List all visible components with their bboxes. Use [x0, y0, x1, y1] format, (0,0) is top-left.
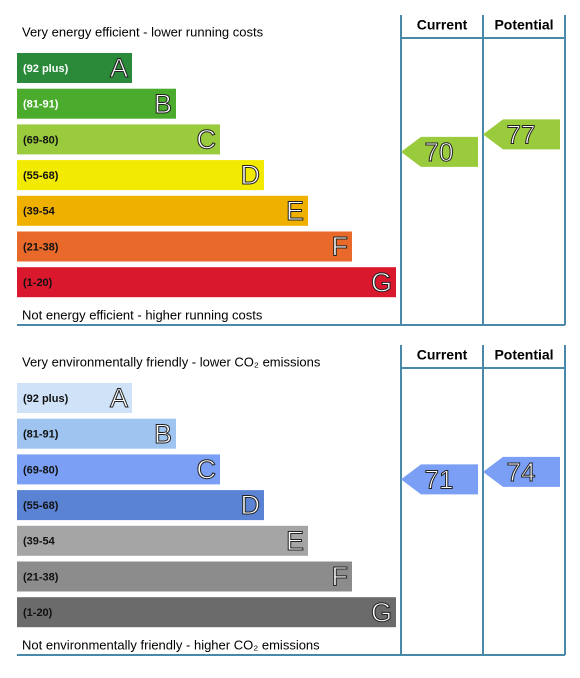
band-range: (55-68) [23, 500, 59, 512]
band [17, 597, 396, 628]
band [17, 195, 308, 226]
band [17, 267, 396, 298]
band [17, 383, 132, 413]
band-range: (1-20) [23, 277, 53, 289]
column-header: Current [417, 17, 468, 33]
band-letter: E [286, 526, 304, 556]
band-range: (69-80) [23, 464, 59, 476]
band-range: (81-91) [23, 99, 59, 111]
bottom-caption: Not environmentally friendly - higher CO… [22, 637, 320, 652]
column-header: Potential [494, 347, 553, 363]
rating-arrow [483, 119, 560, 150]
band-range: (92 plus) [23, 393, 69, 405]
band-range: (21-38) [23, 571, 59, 583]
band-letter: F [332, 232, 349, 262]
band [17, 160, 264, 191]
band-range: (55-68) [23, 170, 59, 182]
top-caption: Very environmentally friendly - lower CO… [22, 354, 321, 369]
column-header: Potential [494, 17, 553, 33]
band-letter: G [371, 597, 392, 627]
band-range: (39-54 [23, 206, 56, 218]
band [17, 88, 176, 119]
band [17, 454, 220, 485]
band-range: (92 plus) [23, 63, 69, 75]
band-letter: C [197, 455, 217, 485]
band [17, 231, 352, 262]
band-letter: D [241, 490, 261, 520]
rating-arrow [401, 136, 478, 167]
band [17, 490, 264, 521]
band-range: (1-20) [23, 607, 53, 619]
band [17, 124, 220, 155]
band [17, 53, 132, 83]
bottom-caption: Not energy efficient - higher running co… [22, 307, 263, 322]
band-letter: F [332, 562, 349, 592]
band-letter: C [197, 125, 217, 155]
band [17, 561, 352, 592]
rating-arrow [483, 456, 560, 487]
band-letter: D [241, 160, 261, 190]
band-range: (21-38) [23, 241, 59, 253]
rating-value: 71 [425, 464, 454, 494]
rating-value: 70 [425, 137, 454, 167]
band-letter: A [110, 383, 128, 413]
band-letter: A [110, 53, 128, 83]
band-letter: B [154, 89, 172, 119]
rating-value: 74 [507, 457, 536, 487]
band-letter: B [154, 419, 172, 449]
band-letter: G [371, 267, 392, 297]
column-header: Current [417, 347, 468, 363]
band-range: (39-54 [23, 536, 56, 548]
band-range: (81-91) [23, 429, 59, 441]
rating-arrow [401, 464, 478, 495]
band [17, 418, 176, 449]
band-range: (69-80) [23, 134, 59, 146]
band-letter: E [286, 196, 304, 226]
band [17, 525, 308, 556]
rating-value: 77 [507, 119, 536, 149]
top-caption: Very energy efficient - lower running co… [22, 24, 264, 39]
